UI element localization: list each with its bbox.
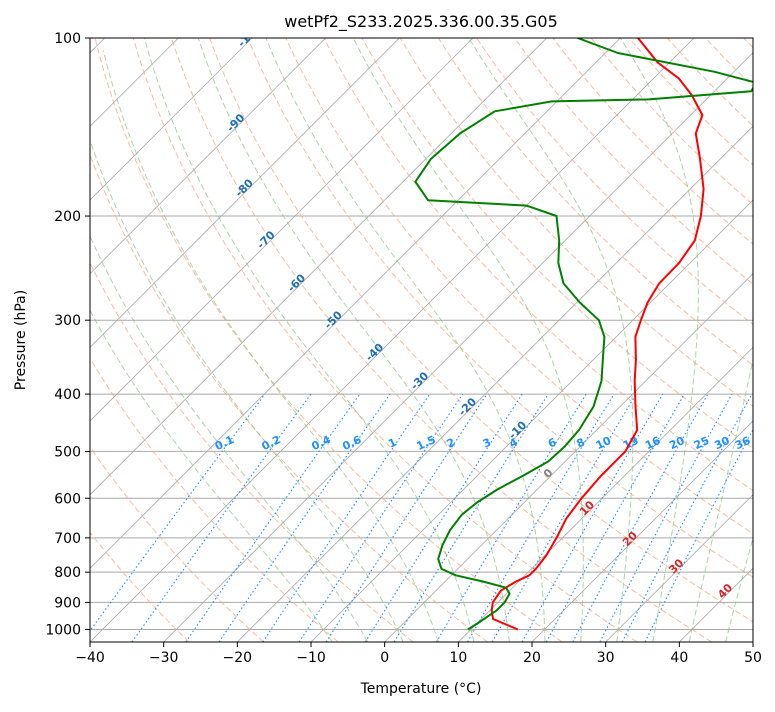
y-tick-label: 700 bbox=[54, 531, 81, 547]
x-tick-label: −40 bbox=[75, 650, 105, 666]
y-tick-label: 600 bbox=[54, 491, 81, 507]
x-tick-label: 0 bbox=[380, 650, 389, 666]
y-tick-label: 300 bbox=[54, 313, 81, 329]
chart-title: wetPf2_S233.2025.336.00.35.G05 bbox=[284, 12, 558, 32]
y-axis-label: Pressure (hPa) bbox=[13, 290, 29, 390]
x-tick-label: 30 bbox=[597, 650, 615, 666]
y-tick-label: 900 bbox=[54, 595, 81, 611]
y-tick-label: 1000 bbox=[45, 622, 81, 638]
x-tick-label: −20 bbox=[223, 650, 253, 666]
x-tick-label: 40 bbox=[670, 650, 688, 666]
x-tick-label: 20 bbox=[523, 650, 541, 666]
y-tick-label: 100 bbox=[54, 31, 81, 47]
y-tick-label: 400 bbox=[54, 387, 81, 403]
y-tick-label: 800 bbox=[54, 565, 81, 581]
y-tick-label: 200 bbox=[54, 209, 81, 225]
y-tick-label: 500 bbox=[54, 444, 81, 460]
x-tick-label: −30 bbox=[149, 650, 179, 666]
x-tick-label: 10 bbox=[449, 650, 467, 666]
x-tick-label: 50 bbox=[744, 650, 762, 666]
x-tick-label: −10 bbox=[296, 650, 326, 666]
x-axis-label: Temperature (°C) bbox=[360, 681, 482, 697]
